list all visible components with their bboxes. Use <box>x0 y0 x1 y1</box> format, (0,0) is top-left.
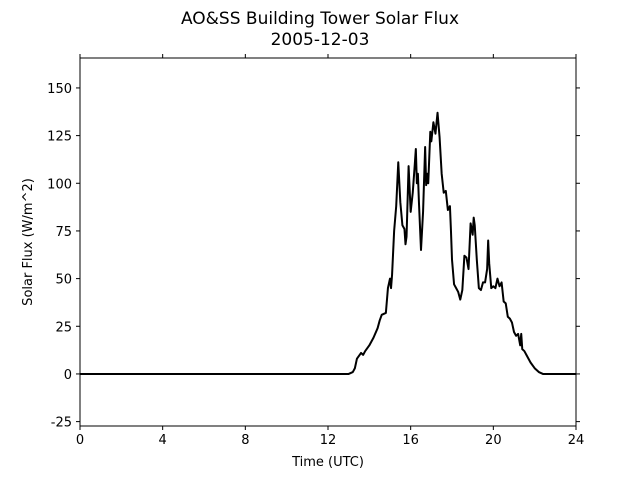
y-tick-label: 100 <box>47 177 72 192</box>
y-tick-label: 50 <box>55 273 72 288</box>
x-tick-label: 0 <box>76 433 84 448</box>
y-tick-label: 25 <box>55 320 72 335</box>
y-axis-label: Solar Flux (W/m^2) <box>21 178 36 306</box>
chart-title: AO&SS Building Tower Solar Flux <box>181 9 459 29</box>
x-tick-label: 12 <box>320 433 337 448</box>
x-tick-label: 24 <box>568 433 585 448</box>
x-tick-label: 8 <box>241 433 249 448</box>
x-tick-label: 4 <box>159 433 167 448</box>
y-tick-label: 0 <box>64 368 72 383</box>
y-tick-label: 125 <box>47 130 72 145</box>
chart-subtitle: 2005-12-03 <box>271 30 370 50</box>
data-line <box>80 111 576 375</box>
x-axis-label: Time (UTC) <box>291 455 364 470</box>
plot-frame <box>79 57 577 427</box>
y-tick-label: 75 <box>55 225 72 240</box>
x-tick-label: 20 <box>485 433 502 448</box>
x-tick-label: 16 <box>402 433 419 448</box>
y-tick-label: -25 <box>51 416 72 431</box>
y-tick-label: 150 <box>47 82 72 97</box>
